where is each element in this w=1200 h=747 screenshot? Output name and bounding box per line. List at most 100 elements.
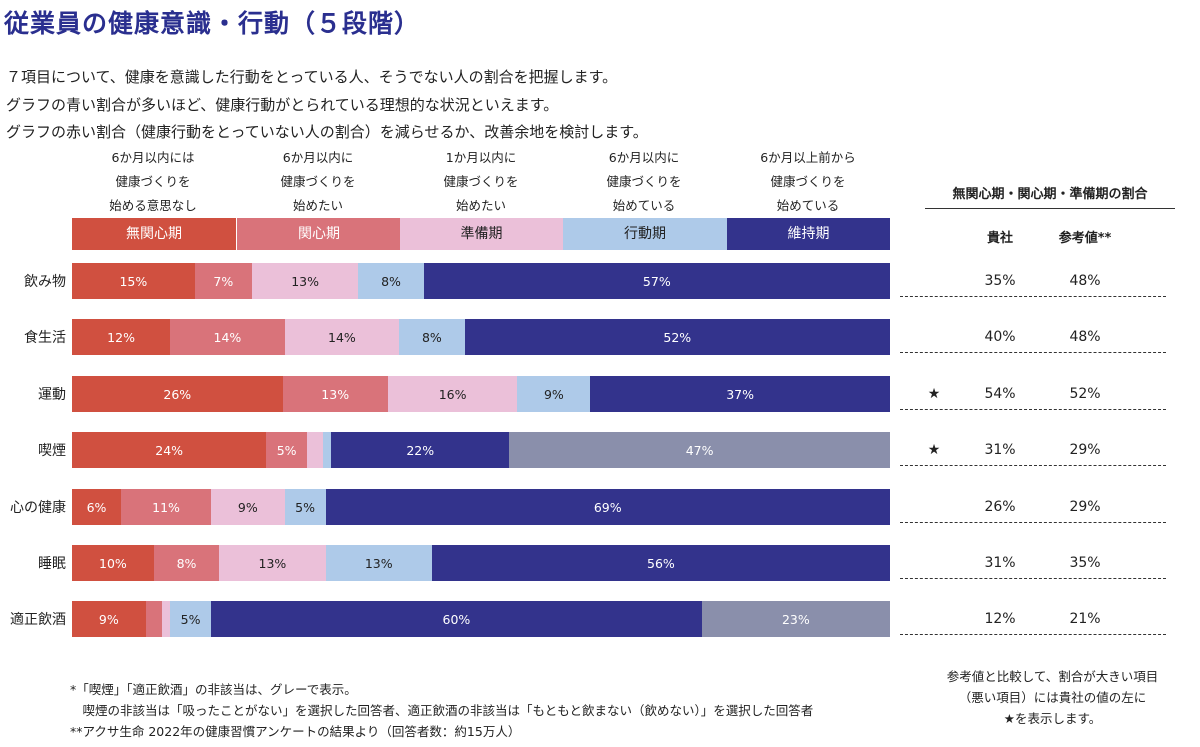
- star-marker: ★: [927, 442, 941, 458]
- bar-segment-維持期: 56%: [431, 545, 890, 581]
- bar-segment-無関心期: 15%: [72, 263, 195, 299]
- reference-value: 35%: [1069, 555, 1101, 571]
- bar-segment-行動期: 5%: [170, 601, 212, 637]
- stage-desc-line: 始めている: [612, 198, 676, 213]
- stage-description: 6か月以内には 健康づくりを 始める意思なし: [71, 146, 235, 218]
- footnote: *「喫煙」「適正飲酒」の非該当は、グレーで表示。: [70, 682, 357, 697]
- category-label: 睡眠: [38, 556, 66, 572]
- category-label: 心の健康: [10, 500, 66, 516]
- bar-segment-準備期: 9%: [211, 489, 285, 525]
- bar-segment-維持期: 60%: [211, 601, 702, 637]
- bar-segment-無関心期: 6%: [72, 489, 122, 525]
- stage-desc-line: 始める意思なし: [109, 198, 197, 213]
- bar-segment-関心期: 14%: [170, 319, 285, 355]
- bar-row: 9% 5% 60% 23%: [72, 601, 890, 637]
- bar-segment-準備期: [306, 432, 324, 468]
- star-marker: ★: [927, 386, 941, 402]
- row-divider: [900, 522, 1166, 523]
- bar-segment-行動期: 5%: [284, 489, 326, 525]
- note-line: （悪い項目）には貴社の値の左に: [958, 690, 1147, 705]
- bar-row: 10% 8% 13% 13% 56%: [72, 545, 890, 581]
- stage-desc-line: 健康づくりを: [280, 174, 356, 189]
- bar-segment-行動期: [323, 432, 332, 468]
- stage-desc-line: 6か月以内には: [111, 150, 195, 165]
- bar-segment-not-applicable: 47%: [509, 432, 890, 468]
- stage-description: 6か月以内に 健康づくりを 始めている: [562, 146, 726, 218]
- note-line: ★を表示します。: [1003, 711, 1102, 726]
- company-value: 35%: [984, 273, 1016, 289]
- stage-desc-line: 健康づくりを: [770, 174, 846, 189]
- company-value: 12%: [984, 611, 1016, 627]
- company-value: 26%: [984, 499, 1016, 515]
- bar-segment-準備期: 13%: [251, 263, 359, 299]
- legend-維持期: 維持期: [727, 218, 890, 250]
- reference-value: 29%: [1069, 442, 1101, 458]
- row-divider: [900, 634, 1166, 635]
- stage-desc-line: 始めたい: [455, 198, 506, 213]
- legend-無関心期: 無関心期: [72, 218, 236, 250]
- col-ref: 参考値**: [1058, 231, 1112, 246]
- bar-segment-関心期: [145, 601, 162, 637]
- bar-segment-準備期: 16%: [387, 376, 518, 412]
- category-label: 飲み物: [24, 274, 66, 290]
- stage-desc-line: 6か月以上前から: [760, 150, 856, 165]
- bar-segment-無関心期: 24%: [72, 432, 267, 468]
- legend-関心期: 関心期: [237, 218, 401, 250]
- stage-desc-line: 6か月以内に: [608, 150, 680, 165]
- bar-segment-無関心期: 10%: [72, 545, 154, 581]
- page-title: 従業員の健康意識・行動（５段階）: [4, 9, 421, 38]
- intro-line: グラフの青い割合が多いほど、健康行動がとられている理想的な状況といえます。: [6, 96, 559, 114]
- row-divider: [900, 409, 1166, 410]
- company-value: 31%: [984, 442, 1016, 458]
- footnote: 喫煙の非該当は「吸ったことがない」を選択した回答者、適正飲酒の非該当は「もともと…: [70, 703, 814, 718]
- intro-line: グラフの赤い割合（健康行動をとっていない人の割合）を減らせるか、改善余地を検討し…: [6, 123, 648, 141]
- col-company: 貴社: [986, 231, 1013, 246]
- reference-value: 52%: [1069, 386, 1101, 402]
- stage-description: 6か月以内に 健康づくりを 始めたい: [236, 146, 400, 218]
- bar-segment-無関心期: 26%: [72, 376, 283, 412]
- category-label: 食生活: [24, 330, 66, 346]
- bar-segment-not-applicable: 23%: [701, 601, 890, 637]
- bar-segment-維持期: 57%: [423, 263, 890, 299]
- bar-segment-維持期: 37%: [590, 376, 890, 412]
- bar-segment-行動期: 13%: [325, 545, 432, 581]
- bar-segment-行動期: 8%: [399, 319, 465, 355]
- stage-desc-line: 始めている: [776, 198, 840, 213]
- bar-row: 12% 14% 14% 8% 52%: [72, 319, 890, 355]
- bar-segment-準備期: 13%: [219, 545, 326, 581]
- footnote: **アクサ生命 2022年の健康習慣アンケートの結果より（回答者数：約15万人）: [70, 724, 521, 739]
- stage-description: 6か月以上前から 健康づくりを 始めている: [726, 146, 890, 218]
- legend-行動期: 行動期: [563, 218, 727, 250]
- bar-segment-準備期: 14%: [284, 319, 400, 355]
- bar-segment-維持期: 22%: [331, 432, 510, 468]
- bar-row: 26% 13% 16% 9% 37%: [72, 376, 890, 412]
- row-divider: [900, 578, 1166, 579]
- stage-description: 1か月以内に 健康づくりを 始めたい: [399, 146, 563, 218]
- reference-value: 21%: [1069, 611, 1101, 627]
- company-value: 31%: [984, 555, 1016, 571]
- bar-row: 15% 7% 13% 8% 57%: [72, 263, 890, 299]
- row-divider: [900, 352, 1166, 353]
- side-header: 無関心期・関心期・準備期の割合: [925, 183, 1175, 209]
- company-value: 54%: [984, 386, 1016, 402]
- category-label: 喫煙: [38, 443, 66, 459]
- stage-desc-line: 6か月以内に: [282, 150, 354, 165]
- legend-準備期: 準備期: [400, 218, 563, 250]
- reference-value: 48%: [1069, 329, 1101, 345]
- bar-segment-準備期: [161, 601, 171, 637]
- bar-segment-維持期: 52%: [464, 319, 890, 355]
- bar-segment-維持期: 69%: [325, 489, 890, 525]
- bar-segment-関心期: 5%: [266, 432, 307, 468]
- bar-segment-関心期: 13%: [282, 376, 388, 412]
- stage-desc-line: 健康づくりを: [443, 174, 519, 189]
- category-label: 適正飲酒: [10, 612, 66, 628]
- stage-desc-line: 始めたい: [292, 198, 343, 213]
- stage-desc-line: 健康づくりを: [115, 174, 191, 189]
- note-line: 参考値と比較して、割合が大きい項目: [946, 669, 1159, 684]
- stage-desc-line: 1か月以内に: [445, 150, 517, 165]
- bar-segment-関心期: 8%: [153, 545, 220, 581]
- row-divider: [900, 465, 1166, 466]
- reference-value: 29%: [1069, 499, 1101, 515]
- bar-segment-関心期: 7%: [194, 263, 252, 299]
